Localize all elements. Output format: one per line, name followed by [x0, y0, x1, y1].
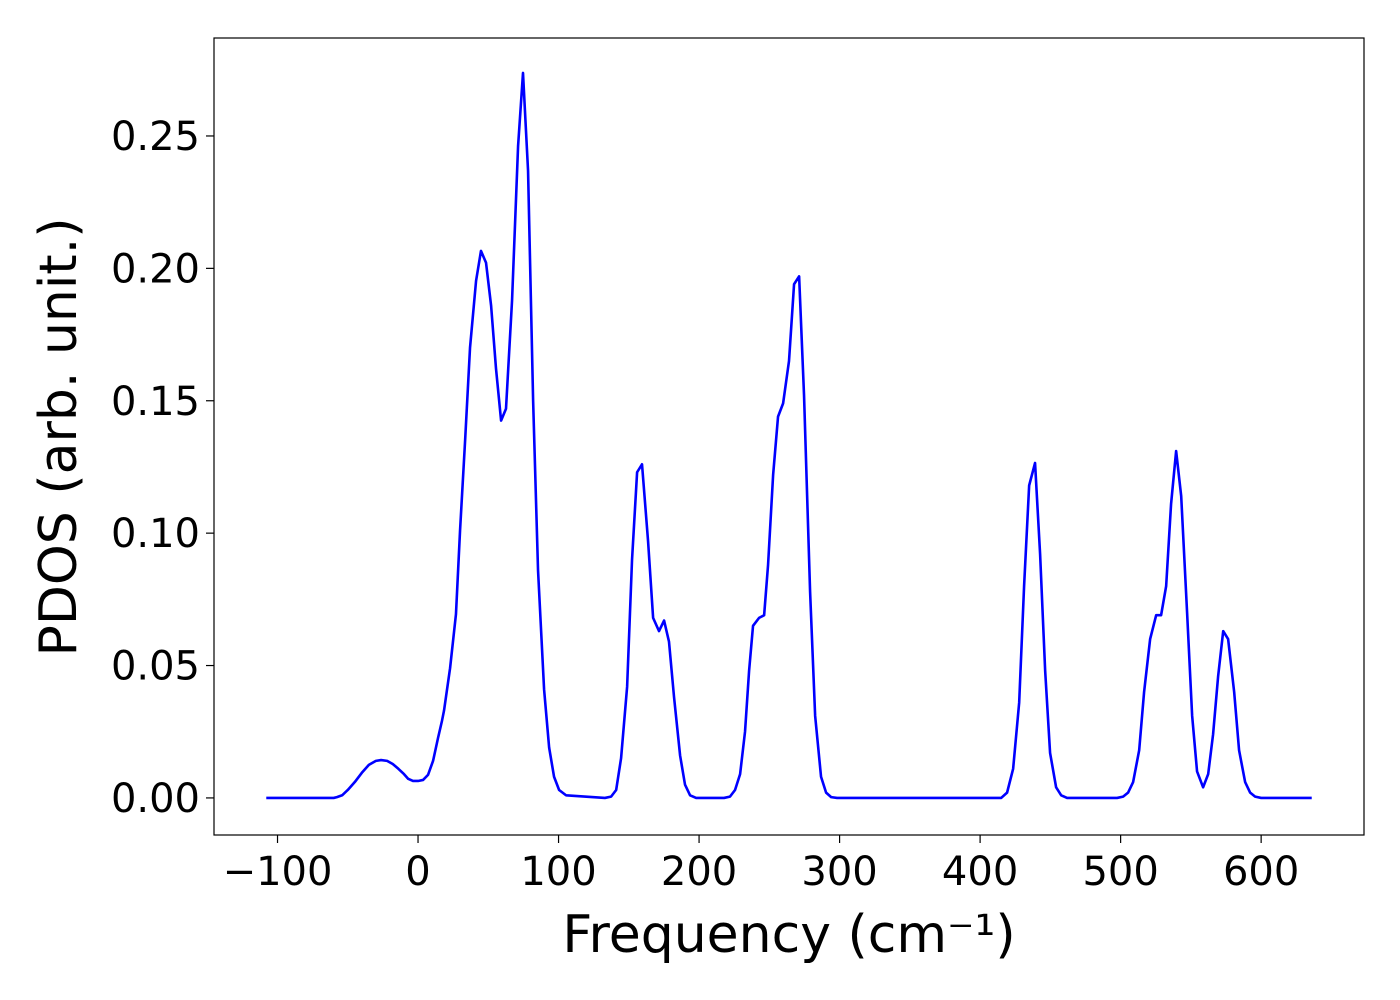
x-tick-label: 500 [1082, 849, 1158, 895]
y-tick-label: 0.10 [111, 511, 200, 557]
y-tick-label: 0.25 [111, 114, 200, 160]
x-tick-label: 0 [405, 849, 430, 895]
line-series [266, 71, 1312, 800]
x-axis-label: Frequency (cm⁻¹) [562, 905, 1015, 965]
y-tick-label: 0.15 [111, 379, 200, 425]
plot-frame [213, 37, 1365, 836]
x-tick-label: 600 [1223, 849, 1299, 895]
y-tick-label: 0.05 [111, 644, 200, 690]
y-tick-label: 0.00 [111, 776, 200, 822]
x-tick-label: 200 [661, 849, 737, 895]
x-tick-label: 100 [520, 849, 596, 895]
x-tick-label: −100 [223, 849, 333, 895]
x-tick-label: 400 [942, 849, 1018, 895]
y-tick-label: 0.20 [111, 246, 200, 292]
y-axis-label: PDOS (arb. unit.) [29, 217, 89, 656]
x-tick-label: 300 [801, 849, 877, 895]
